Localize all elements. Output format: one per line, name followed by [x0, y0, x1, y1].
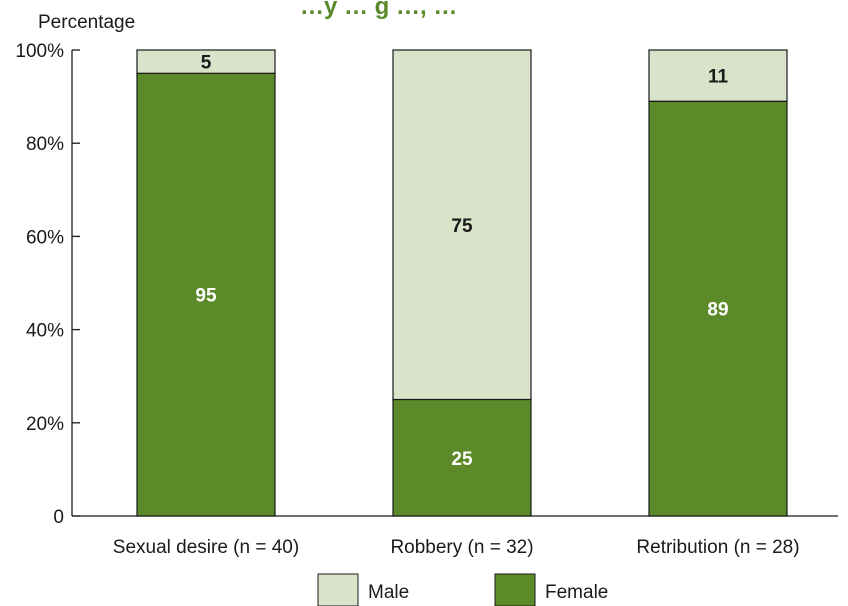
- x-category-label: Sexual desire (n = 40): [113, 537, 299, 558]
- legend-label-male: Male: [368, 582, 409, 603]
- legend-swatch-male: [317, 573, 359, 606]
- y-tick-label: 80%: [26, 134, 64, 155]
- y-tick-label: 20%: [26, 414, 64, 435]
- y-axis-ticks: 0 20% 40% 60% 80% 100%: [15, 41, 80, 528]
- data-label-male: 5: [201, 53, 212, 74]
- data-label-female: 89: [707, 300, 728, 321]
- data-label-female: 95: [195, 286, 217, 307]
- legend: Male Female: [317, 573, 608, 606]
- bar-segment-female: [648, 100, 788, 517]
- data-label-female: 25: [451, 449, 473, 470]
- bar-segment-male: [648, 49, 788, 102]
- bars-group: [136, 49, 788, 517]
- y-axis-label: Percentage: [38, 12, 135, 33]
- y-tick-label: 60%: [26, 227, 64, 248]
- category-labels-group: Sexual desire (n = 40) Robbery (n = 32) Re…: [113, 537, 800, 558]
- bar-segment-female: [392, 398, 532, 517]
- data-label-male: 11: [708, 67, 729, 88]
- x-category-label: Retribution (n = 28): [636, 537, 799, 558]
- data-labels-group: 95 5 25 75 89 11: [195, 53, 728, 470]
- bar-segment-female: [136, 72, 276, 517]
- bar-segment-male: [392, 49, 532, 401]
- legend-swatch-female: [494, 573, 536, 606]
- y-tick-label: 100%: [15, 41, 64, 62]
- chart-title: …y … g …, …: [300, 0, 457, 20]
- bar-segment-male: [136, 49, 276, 74]
- data-label-male: 75: [451, 216, 473, 237]
- x-category-label: Robbery (n = 32): [390, 537, 533, 558]
- y-tick-label: 0: [53, 507, 64, 528]
- legend-label-female: Female: [545, 582, 608, 603]
- y-tick-label: 40%: [26, 321, 64, 342]
